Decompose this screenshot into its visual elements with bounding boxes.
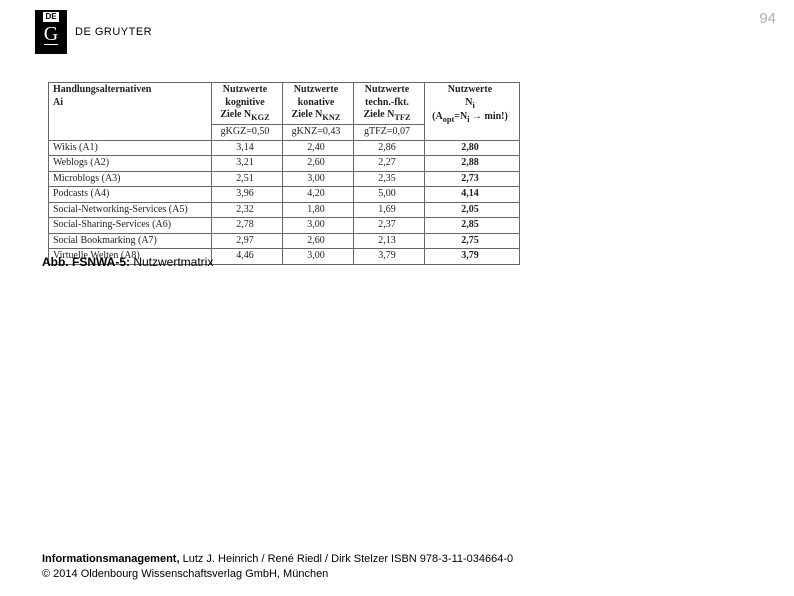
- col-header-knz: Nutzwerte konative Ziele NKNZ: [283, 83, 354, 125]
- row-label: Social-Networking-Services (A5): [49, 202, 212, 218]
- cell: 2,51: [212, 171, 283, 187]
- cell: 2,88: [425, 156, 520, 172]
- footer: Informationsmanagement, Lutz J. Heinrich…: [42, 552, 513, 582]
- row-label: Social Bookmarking (A7): [49, 233, 212, 249]
- cell: 2,78: [212, 218, 283, 234]
- cell: 4,46: [212, 249, 283, 265]
- weight-tfz: gTFZ=0,07: [354, 125, 425, 141]
- table-row: Microblogs (A3) 2,51 3,00 2,35 2,73: [49, 171, 520, 187]
- cell: 3,79: [425, 249, 520, 265]
- cell: 3,21: [212, 156, 283, 172]
- cell: 2,37: [354, 218, 425, 234]
- publisher-logo: DE G: [35, 10, 67, 54]
- col-header-ni: Nutzwerte Ni (Aopt=Ni → min!): [425, 83, 520, 141]
- cell: 2,75: [425, 233, 520, 249]
- nutzwert-table-wrap: Handlungsalternativen Ai Nutzwerte kogni…: [48, 82, 520, 265]
- figure-caption: Abb. FSNWA-5: Nutzwertmatrix: [42, 255, 213, 269]
- table-row: Podcasts (A4) 3,96 4,20 5,00 4,14: [49, 187, 520, 203]
- caption-label: Abb. FSNWA-5:: [42, 255, 130, 269]
- cell: 2,40: [283, 140, 354, 156]
- caption-text: Nutzwertmatrix: [130, 255, 213, 269]
- cell: 1,80: [283, 202, 354, 218]
- cell: 3,79: [354, 249, 425, 265]
- col-header-alternativen: Handlungsalternativen Ai: [49, 83, 212, 141]
- cell: 3,96: [212, 187, 283, 203]
- table-row: Social Bookmarking (A7) 2,97 2,60 2,13 2…: [49, 233, 520, 249]
- cell: 2,97: [212, 233, 283, 249]
- row-label: Social-Sharing-Services (A6): [49, 218, 212, 234]
- logo-g: G: [44, 24, 58, 45]
- cell: 3,00: [283, 249, 354, 265]
- cell: 2,85: [425, 218, 520, 234]
- cell: 2,35: [354, 171, 425, 187]
- cell: 2,73: [425, 171, 520, 187]
- cell: 2,05: [425, 202, 520, 218]
- cell: 2,32: [212, 202, 283, 218]
- cell: 2,60: [283, 156, 354, 172]
- table-row: Wikis (A1) 3,14 2,40 2,86 2,80: [49, 140, 520, 156]
- logo-de: DE: [43, 12, 58, 22]
- cell: 3,14: [212, 140, 283, 156]
- col-header-kgz: Nutzwerte kognitive Ziele NKGZ: [212, 83, 283, 125]
- cell: 2,13: [354, 233, 425, 249]
- footer-line2: © 2014 Oldenbourg Wissenschaftsverlag Gm…: [42, 567, 513, 582]
- publisher-name: DE GRUYTER: [75, 26, 152, 38]
- publisher-brand: DE G DE GRUYTER: [35, 10, 152, 54]
- page-number: 94: [759, 10, 776, 27]
- table-row: Social-Networking-Services (A5) 2,32 1,8…: [49, 202, 520, 218]
- row-label: Weblogs (A2): [49, 156, 212, 172]
- cell: 5,00: [354, 187, 425, 203]
- table-row: Weblogs (A2) 3,21 2,60 2,27 2,88: [49, 156, 520, 172]
- weight-knz: gKNZ=0,43: [283, 125, 354, 141]
- footer-line1: Informationsmanagement, Lutz J. Heinrich…: [42, 552, 513, 567]
- nutzwert-table: Handlungsalternativen Ai Nutzwerte kogni…: [48, 82, 520, 265]
- row-label: Podcasts (A4): [49, 187, 212, 203]
- weight-kgz: gKGZ=0,50: [212, 125, 283, 141]
- table-row: Social-Sharing-Services (A6) 2,78 3,00 2…: [49, 218, 520, 234]
- table-body: Wikis (A1) 3,14 2,40 2,86 2,80 Weblogs (…: [49, 140, 520, 264]
- cell: 4,14: [425, 187, 520, 203]
- row-label: Wikis (A1): [49, 140, 212, 156]
- cell: 3,00: [283, 218, 354, 234]
- cell: 2,27: [354, 156, 425, 172]
- cell: 2,60: [283, 233, 354, 249]
- cell: 1,69: [354, 202, 425, 218]
- cell: 2,86: [354, 140, 425, 156]
- cell: 4,20: [283, 187, 354, 203]
- row-label: Microblogs (A3): [49, 171, 212, 187]
- cell: 3,00: [283, 171, 354, 187]
- cell: 2,80: [425, 140, 520, 156]
- col-header-tfz: Nutzwerte techn.-fkt. Ziele NTFZ: [354, 83, 425, 125]
